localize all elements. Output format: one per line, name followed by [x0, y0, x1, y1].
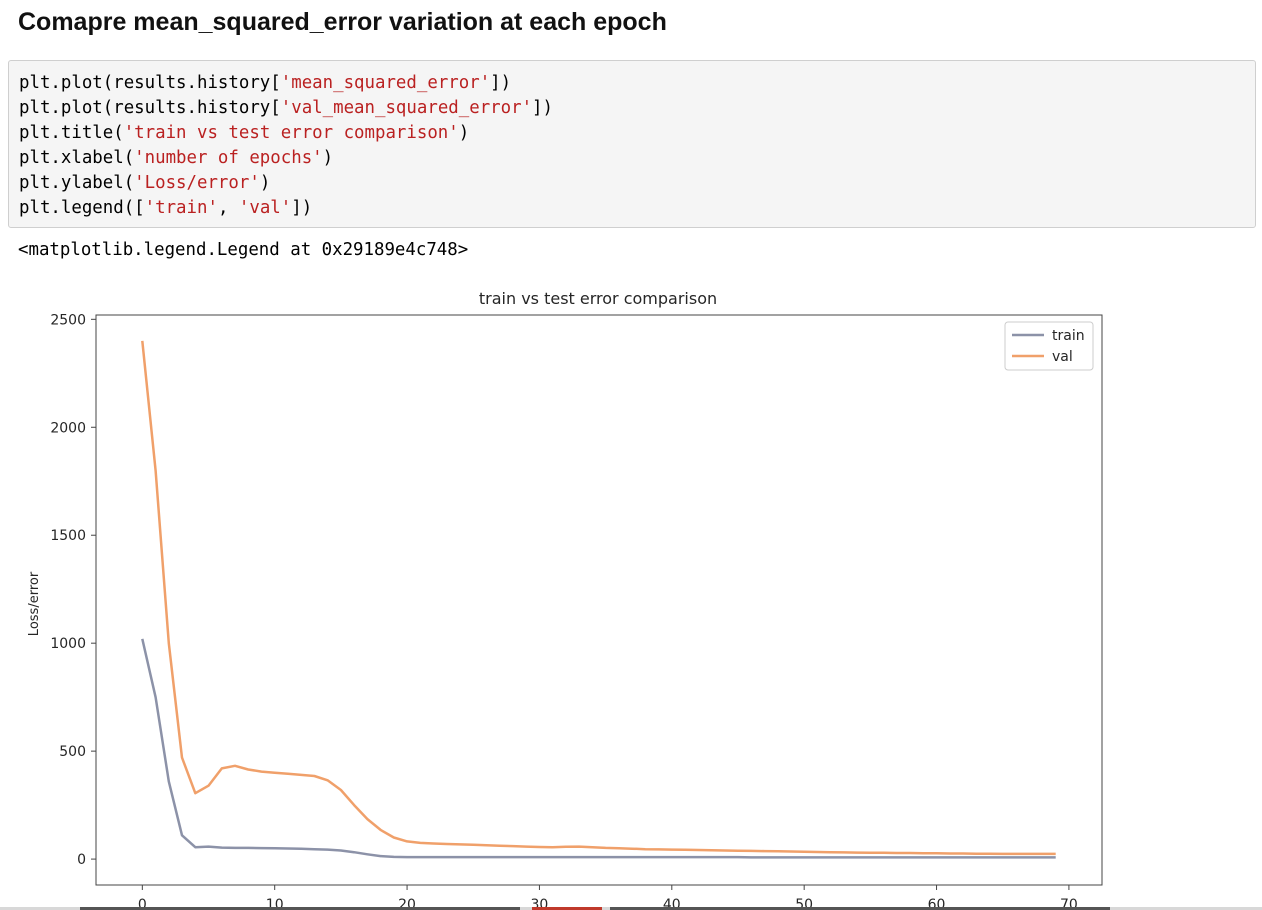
x-tick-label: 30	[531, 897, 549, 910]
section-heading: Comapre mean_squared_error variation at …	[18, 8, 667, 36]
code-token: )	[458, 123, 470, 143]
bottom-strip-dark-segment-2	[610, 907, 1110, 910]
plot-frame	[95, 314, 1103, 886]
legend-train-label: train	[1052, 328, 1085, 344]
code-token: )	[259, 173, 271, 193]
x-tick-label: 0	[138, 897, 147, 910]
code-token: )	[322, 148, 334, 168]
chart-legend: train val	[1004, 321, 1094, 371]
code-line: plt.legend(['train', 'val'])	[19, 198, 312, 218]
x-tick-label: 60	[928, 897, 946, 910]
code-token: plt.xlabel(	[19, 148, 135, 168]
bottom-strip-dark-segment	[80, 907, 520, 910]
series-lines	[141, 340, 1056, 859]
x-tick-label: 10	[266, 897, 284, 910]
code-line: plt.title('train vs test error compariso…	[19, 123, 469, 143]
cell-output-text: <matplotlib.legend.Legend at 0x29189e4c7…	[18, 240, 469, 260]
code-token: ,	[217, 198, 239, 218]
series-line-train	[141, 638, 1056, 859]
code-token: ])	[291, 198, 313, 218]
code-token: plt.plot(results.history[	[19, 73, 281, 93]
y-tick-label: 1000	[50, 636, 86, 652]
code-line: plt.plot(results.history['val_mean_squar…	[19, 98, 553, 118]
y-tick-label: 0	[77, 852, 86, 868]
x-tick-label: 50	[795, 897, 813, 910]
y-tick-label: 1500	[50, 528, 86, 544]
code-token: plt.ylabel(	[19, 173, 135, 193]
y-axis-label: Loss/error	[27, 571, 42, 636]
y-tick-label: 2000	[50, 420, 86, 436]
code-line: plt.xlabel('number of epochs')	[19, 148, 333, 168]
code-string-token: 'train vs test error comparison'	[123, 123, 459, 143]
code-token: ])	[532, 98, 553, 118]
code-string-token: 'val_mean_squared_error'	[280, 98, 533, 118]
line-chart: train vs test error comparison Loss/erro…	[27, 289, 1103, 910]
bottom-scroll-strip	[0, 907, 1262, 910]
code-string-token: 'val'	[238, 198, 292, 218]
code-line: plt.ylabel('Loss/error')	[19, 173, 270, 193]
x-tick-label: 40	[663, 897, 681, 910]
code-token: ])	[490, 73, 512, 93]
y-tick-label: 2500	[50, 312, 86, 328]
code-token: plt.plot(results.history[	[19, 98, 281, 118]
code-string-token: 'number of epochs'	[134, 148, 323, 168]
x-axis-ticks: 0 10 20 30 40 50 60 70	[138, 885, 1078, 910]
code-token: plt.title(	[19, 123, 124, 143]
code-string-token: 'mean_squared_error'	[280, 73, 491, 93]
x-tick-label: 70	[1060, 897, 1078, 910]
legend-val-label: val	[1052, 349, 1073, 365]
y-axis-ticks: 0 500 1000 1500 2000 2500	[50, 312, 96, 868]
code-string-token: 'train'	[144, 198, 218, 218]
code-string-token: 'Loss/error'	[134, 173, 260, 193]
chart-title: train vs test error comparison	[479, 289, 717, 308]
code-token: plt.legend([	[19, 198, 145, 218]
bottom-strip-red-segment	[532, 907, 602, 910]
x-tick-label: 20	[398, 897, 416, 910]
code-line: plt.plot(results.history['mean_squared_e…	[19, 73, 511, 93]
series-line-val	[141, 340, 1056, 856]
y-tick-label: 500	[59, 744, 86, 760]
code-editor[interactable]: plt.plot(results.history['mean_squared_e…	[9, 61, 1255, 231]
code-cell[interactable]: plt.plot(results.history['mean_squared_e…	[8, 60, 1256, 228]
